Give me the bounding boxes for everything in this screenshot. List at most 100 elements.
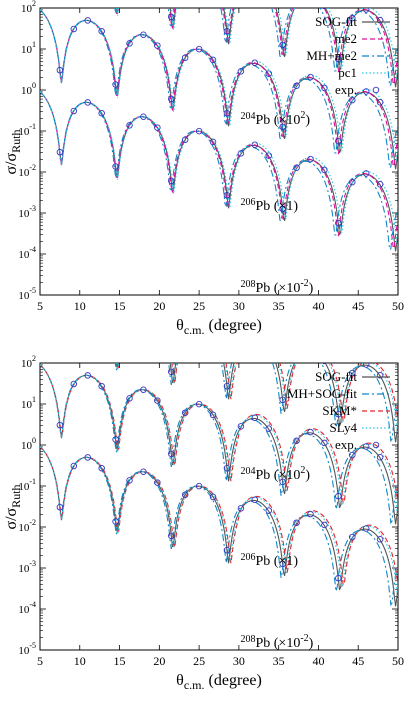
legend-swatch bbox=[372, 441, 380, 449]
y-tick-exp: 1 bbox=[32, 40, 36, 49]
y-axis-label-main: σ/σ bbox=[3, 507, 20, 529]
y-tick-base: 10 bbox=[18, 481, 30, 493]
exp-point bbox=[98, 109, 105, 117]
exp-point bbox=[84, 372, 91, 379]
exp-point bbox=[195, 127, 203, 135]
exp-point bbox=[251, 496, 259, 504]
exp-point bbox=[140, 468, 147, 476]
exp-point bbox=[251, 141, 259, 149]
series-line-sog-fit-panel-1 bbox=[115, 8, 398, 88]
x-tick-label: 20 bbox=[153, 654, 165, 668]
exp-point bbox=[307, 155, 314, 163]
y-tick-base: 10 bbox=[21, 358, 33, 370]
x-tick-label: 15 bbox=[114, 654, 126, 668]
y-tick-label: 101 bbox=[21, 40, 36, 56]
y-tick-label: 10-3 bbox=[18, 559, 36, 575]
exp-point bbox=[321, 521, 328, 529]
y-tick-label: 10-5 bbox=[18, 641, 36, 657]
exp-point bbox=[294, 356, 300, 362]
exp-point bbox=[126, 40, 133, 47]
exp-point bbox=[376, 99, 384, 106]
exp-point bbox=[335, 219, 342, 227]
exp-point bbox=[84, 454, 91, 461]
y-tick-label: 101 bbox=[21, 395, 36, 411]
exp-point bbox=[154, 479, 161, 486]
exp-point bbox=[279, 560, 286, 568]
y-tick-exp: -5 bbox=[29, 641, 36, 650]
x-tick-label: 5 bbox=[37, 299, 43, 313]
exp-point bbox=[362, 8, 370, 13]
exp-point bbox=[349, 533, 356, 541]
nucleus-factor-exp: 2 bbox=[300, 110, 305, 121]
exp-point bbox=[84, 17, 91, 24]
exp-point bbox=[349, 178, 356, 186]
nucleus-element: Pb bbox=[255, 468, 270, 483]
exp-point bbox=[294, 1, 300, 7]
y-tick-exp: -1 bbox=[29, 477, 36, 486]
x-tick-label: 45 bbox=[352, 654, 364, 668]
y-tick-exp: -2 bbox=[29, 518, 36, 527]
exp-point bbox=[126, 477, 133, 484]
chart-panel-2: 5 10 15 20 25 30 35 40 45 5010-510-410-310-210-11… bbox=[3, 301, 404, 692]
series-line-mh-me2-panel-3 bbox=[40, 91, 398, 251]
legend-label: SLy4 bbox=[330, 420, 358, 435]
x-tick-label: 45 bbox=[352, 299, 364, 313]
exp-point bbox=[293, 164, 300, 171]
exp-point bbox=[112, 518, 119, 525]
nucleus-label: 206Pb (×1) bbox=[240, 197, 298, 214]
exp-point bbox=[293, 437, 300, 444]
y-tick-base: 10 bbox=[21, 440, 33, 452]
y-axis-label-sub: Ruth bbox=[9, 129, 23, 152]
x-tick-label: 35 bbox=[273, 654, 285, 668]
exp-point bbox=[98, 464, 105, 472]
nucleus-label: 206Pb (×1) bbox=[240, 552, 298, 569]
x-axis-label-unit: (degree) bbox=[205, 672, 262, 689]
exp-point bbox=[376, 372, 384, 379]
x-tick-label: 35 bbox=[273, 299, 285, 313]
y-tick-label: 10-3 bbox=[18, 204, 36, 220]
y-tick-base: 10 bbox=[18, 522, 30, 534]
y-tick-label: 10-5 bbox=[18, 286, 36, 302]
x-axis-label: θc.m. (degree) bbox=[176, 672, 262, 692]
legend-label: me2 bbox=[335, 31, 357, 46]
y-tick-base: 10 bbox=[18, 167, 30, 179]
exp-point bbox=[70, 462, 78, 470]
y-tick-base: 10 bbox=[21, 44, 33, 56]
exp-point bbox=[99, 301, 105, 307]
exp-point bbox=[237, 68, 245, 75]
exp-point bbox=[127, 314, 133, 320]
exp-point bbox=[362, 443, 370, 450]
x-axis-label-main: θ bbox=[176, 672, 184, 689]
exp-point bbox=[307, 428, 314, 436]
exp-point bbox=[321, 363, 327, 365]
exp-point bbox=[362, 88, 370, 95]
exp-point bbox=[56, 66, 64, 74]
exp-point bbox=[238, 342, 244, 348]
exp-point bbox=[265, 425, 272, 432]
nucleus-element: Pb bbox=[255, 281, 270, 296]
y-tick-base: 10 bbox=[18, 249, 30, 261]
y-tick-label: 10-2 bbox=[18, 518, 36, 534]
exp-point bbox=[308, 347, 314, 353]
exp-point bbox=[126, 122, 133, 129]
exp-point bbox=[362, 525, 370, 532]
exp-point bbox=[154, 397, 161, 404]
series-line-me2-panel-3 bbox=[40, 91, 398, 251]
exp-point bbox=[154, 42, 161, 49]
x-axis-label-sub: c.m. bbox=[184, 323, 205, 337]
exp-point bbox=[251, 59, 259, 67]
legend-label: SOG-fit bbox=[315, 369, 357, 384]
nucleus-element: Pb bbox=[255, 554, 270, 569]
exp-point bbox=[84, 99, 91, 106]
legend-label: MH+me2 bbox=[306, 48, 357, 63]
exp-point bbox=[56, 503, 64, 511]
exp-point bbox=[376, 454, 384, 461]
series-line-me2-panel-2 bbox=[40, 9, 398, 169]
series-line-pc1-panel-2 bbox=[40, 9, 398, 166]
series-line-sly4-panel-2 bbox=[40, 364, 398, 520]
series-line-pc1-panel-3 bbox=[40, 91, 398, 248]
exp-point bbox=[265, 507, 272, 514]
y-tick-label: 10-1 bbox=[18, 122, 36, 138]
nucleus-label: 208Pb (×10-2) bbox=[240, 633, 313, 651]
exp-point bbox=[168, 532, 175, 540]
